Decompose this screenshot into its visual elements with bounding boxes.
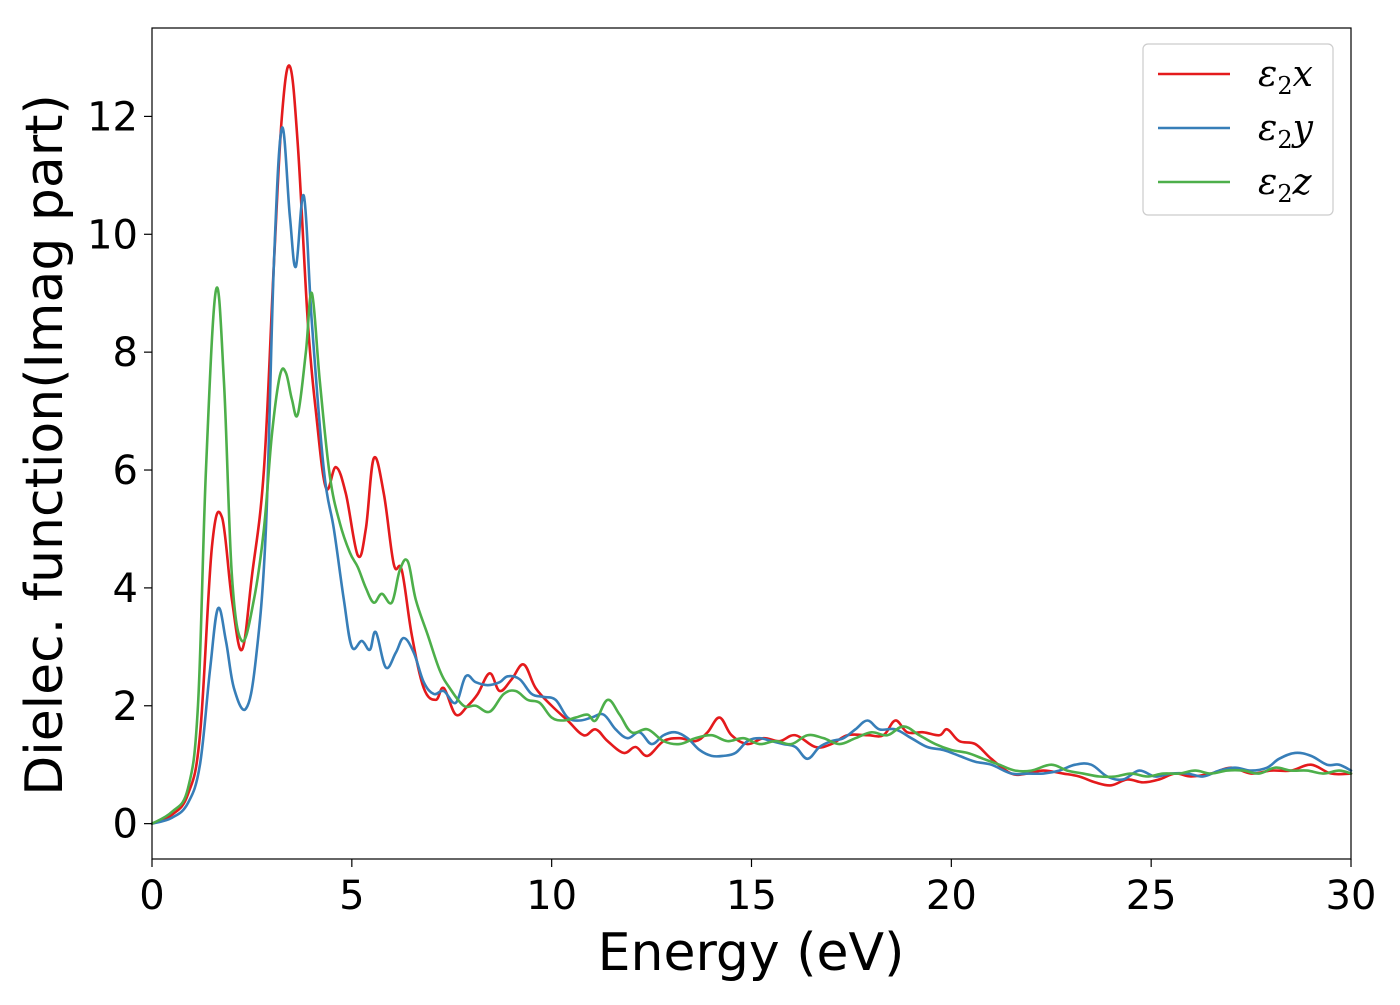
legend-box: [1142, 43, 1334, 216]
x-tick-label: 5: [339, 873, 364, 919]
y-tick-label: 4: [113, 566, 138, 612]
legend-label-z: ε2z: [1258, 162, 1313, 208]
series-line-z: [150, 286, 1353, 825]
y-tick-label: 0: [113, 802, 138, 848]
legend-label-x: ε2x: [1258, 54, 1313, 100]
legend: ε2x ε2y ε2z: [1142, 43, 1334, 216]
x-tick-label: 30: [1326, 873, 1377, 919]
y-tick-label: 2: [113, 684, 138, 730]
x-axis: 0 5 10 15 20 25 30: [139, 859, 1376, 919]
y-tick-label: 10: [87, 212, 138, 258]
x-axis-title: Energy (eV): [598, 923, 905, 983]
x-tick-label: 20: [926, 873, 977, 919]
x-tick-label: 25: [1126, 873, 1177, 919]
series-line-x: [150, 64, 1353, 825]
legend-label-y: ε2y: [1258, 108, 1314, 154]
y-axis: 0 2 4 6 8 10 12: [87, 94, 152, 848]
x-tick-label: 0: [139, 873, 164, 919]
y-tick-label: 12: [87, 94, 138, 140]
x-tick-label: 15: [726, 873, 777, 919]
x-tick-label: 10: [526, 873, 577, 919]
y-axis-title: Dielec. function(Imag part): [15, 94, 75, 796]
y-tick-label: 6: [113, 448, 138, 494]
series-layer: [150, 64, 1353, 825]
y-tick-label: 8: [113, 330, 138, 376]
